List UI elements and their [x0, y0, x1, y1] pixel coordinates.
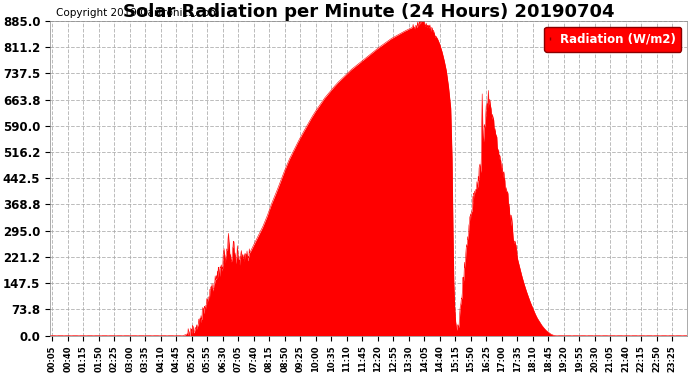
Text: Copyright 2019 Cartronics.com: Copyright 2019 Cartronics.com — [57, 8, 219, 18]
Title: Solar Radiation per Minute (24 Hours) 20190704: Solar Radiation per Minute (24 Hours) 20… — [123, 3, 614, 21]
Legend: Radiation (W/m2): Radiation (W/m2) — [544, 27, 681, 52]
